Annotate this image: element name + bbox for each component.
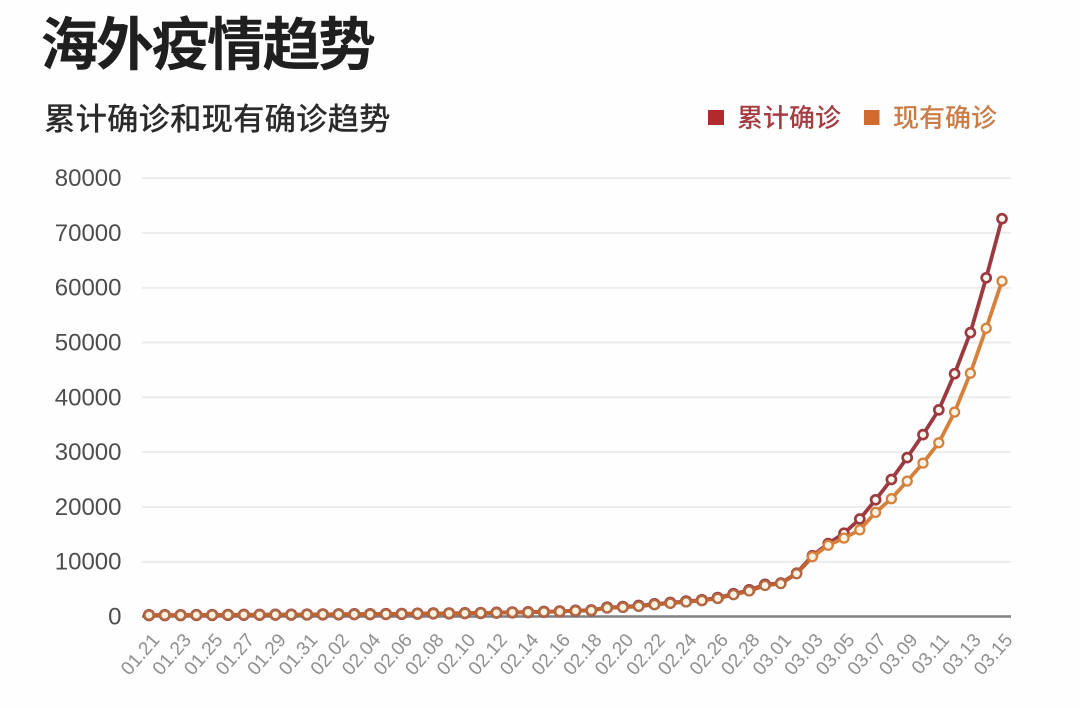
svg-text:60000: 60000 <box>55 275 122 302</box>
svg-text:70000: 70000 <box>55 220 122 247</box>
svg-text:20000: 20000 <box>55 494 122 521</box>
svg-text:80000: 80000 <box>55 165 122 192</box>
svg-text:50000: 50000 <box>55 330 122 357</box>
svg-text:30000: 30000 <box>55 439 122 466</box>
svg-text:40000: 40000 <box>55 384 122 411</box>
svg-text:10000: 10000 <box>55 549 122 576</box>
svg-text:0: 0 <box>108 604 121 631</box>
